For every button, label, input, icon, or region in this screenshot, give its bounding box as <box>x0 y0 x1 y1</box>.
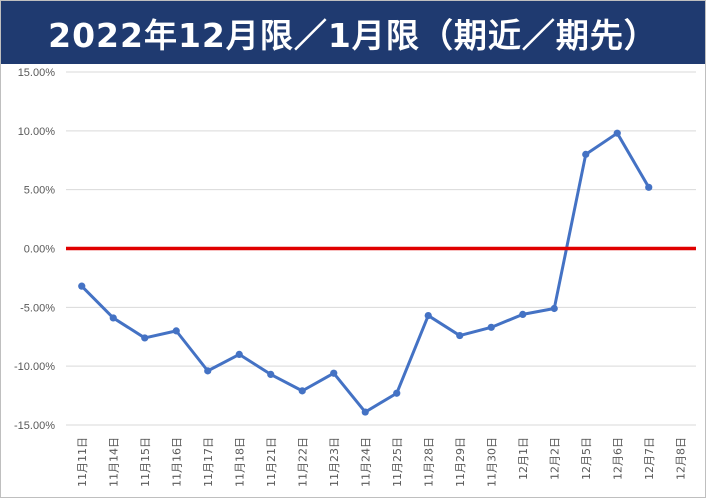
data-point <box>582 150 590 158</box>
y-tick-label: 10.00% <box>18 126 56 138</box>
x-tick-label: 11月11日 <box>76 437 89 487</box>
data-point <box>109 314 117 322</box>
y-tick-label: -15.00% <box>14 420 55 432</box>
data-point <box>456 331 464 340</box>
x-tick-label: 11月30日 <box>485 437 498 487</box>
x-tick-label: 11月22日 <box>296 437 309 487</box>
x-tick-label: 11月23日 <box>328 437 341 487</box>
x-tick-label: 11月17日 <box>202 437 215 487</box>
data-point <box>298 387 306 395</box>
data-point <box>141 334 149 342</box>
data-point <box>235 350 243 358</box>
data-point <box>487 323 495 331</box>
x-tick-label: 12月6日 <box>611 437 624 480</box>
data-point <box>519 310 527 318</box>
y-tick-label: -10.00% <box>14 361 55 373</box>
data-point <box>172 327 180 335</box>
series-line <box>80 131 651 414</box>
y-tick-label: -5.00% <box>20 302 55 314</box>
x-tick-label: 11月25日 <box>391 437 404 487</box>
y-tick-label: 0.00% <box>24 244 55 256</box>
x-tick-label: 12月1日 <box>517 437 530 480</box>
x-tick-label: 11月18日 <box>233 437 246 487</box>
y-tick-label: 5.00% <box>24 185 55 197</box>
x-tick-label: 11月16日 <box>170 437 183 487</box>
x-tick-label: 11月28日 <box>422 437 435 487</box>
x-tick-label: 11月29日 <box>454 437 467 487</box>
y-tick-label: 15.00% <box>18 67 56 79</box>
x-tick-label: 11月14日 <box>107 437 120 487</box>
data-point <box>393 389 401 397</box>
x-tick-label: 11月21日 <box>265 437 278 487</box>
x-tick-label: 12月7日 <box>643 437 656 480</box>
data-point <box>204 367 212 375</box>
x-tick-label: 12月5日 <box>580 437 593 480</box>
x-tick-label: 11月15日 <box>139 437 152 487</box>
chart-title: 2022年12月限／1月限（期近／期先） <box>48 15 658 55</box>
data-point <box>645 183 653 191</box>
data-point <box>361 408 369 416</box>
data-point <box>267 370 275 379</box>
x-tick-label: 12月2日 <box>548 437 561 480</box>
data-point <box>424 311 432 320</box>
data-point <box>550 304 558 313</box>
x-tick-label: 12月8日 <box>674 437 687 480</box>
x-tick-label: 11月24日 <box>359 437 372 487</box>
data-point <box>613 129 621 137</box>
data-point <box>330 369 338 377</box>
data-point <box>78 282 86 290</box>
title-bar: 2022年12月限／1月限（期近／期先） <box>1 1 705 64</box>
